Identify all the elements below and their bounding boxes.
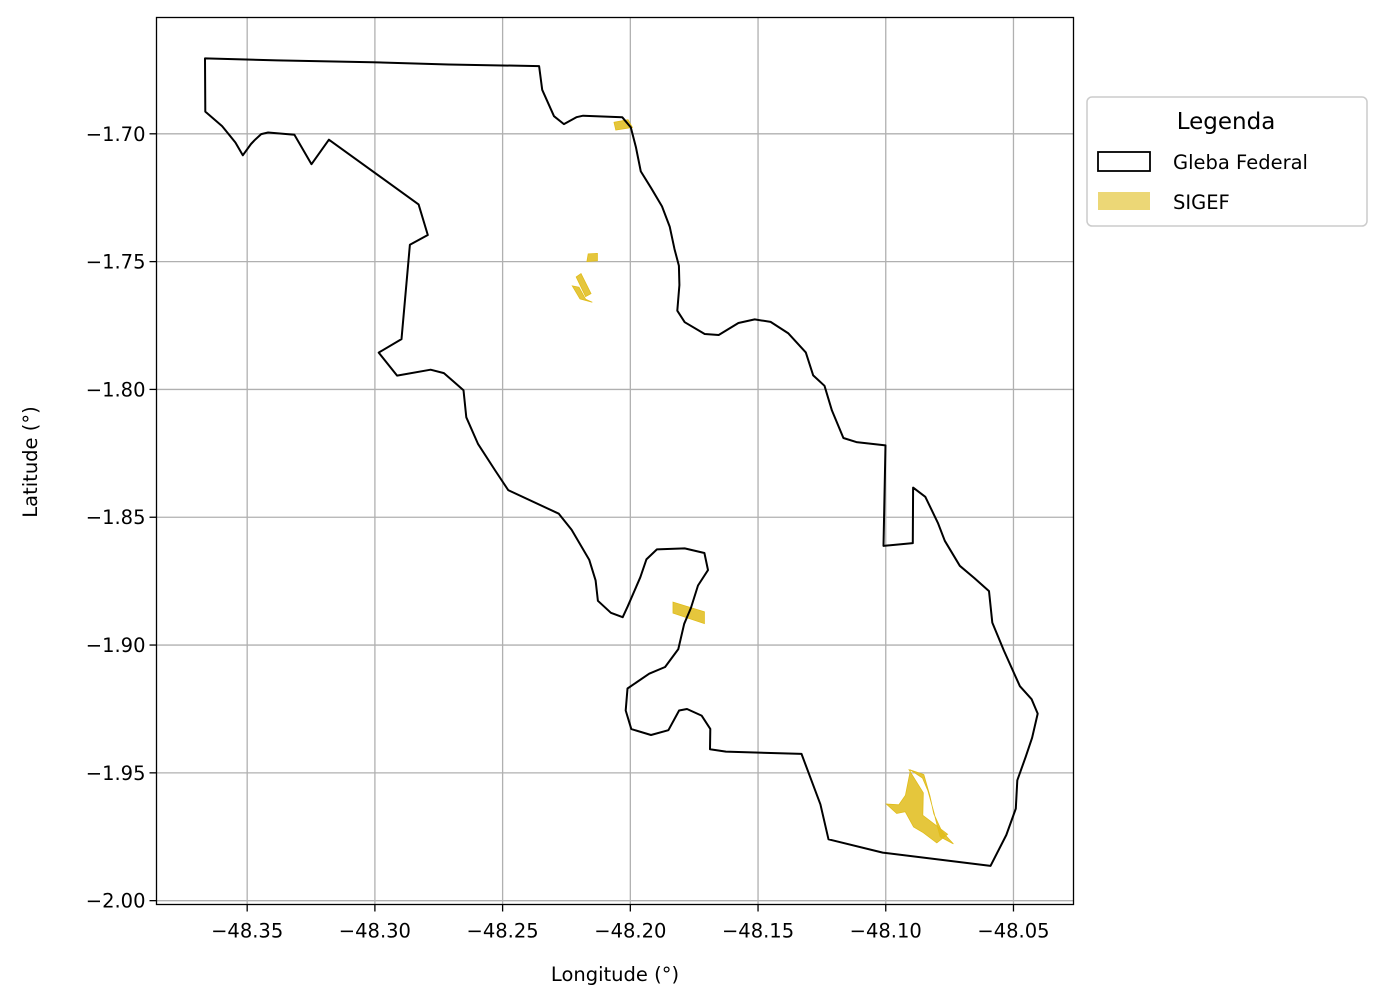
sigef-parcel [586,252,598,263]
y-axis-title: Latitude (°) [19,406,42,517]
y-axis-ticks: −1.70 −1.75 −1.80 −1.85 −1.90 −1.95 −2.00 [86,123,157,913]
grid-lines [156,17,1074,905]
x-tick-label: −48.15 [722,920,794,943]
y-tick-label: −1.85 [86,506,146,529]
sigef-parcel [910,769,954,845]
legend-swatch-sigef [1098,192,1150,210]
y-tick-label: −1.75 [86,251,146,274]
legend-box [1086,96,1368,227]
legend-title: Legenda [1177,109,1276,135]
legend-swatch-gleba [1097,151,1151,172]
sigef-parcel [575,273,592,298]
x-tick-label: −48.35 [211,920,283,943]
x-axis-ticks: −48.35 −48.30 −48.25 −48.20 −48.15 −48.10 −48.… [211,904,1050,943]
y-tick-label: −1.70 [86,123,146,146]
x-tick-label: −48.30 [339,920,411,943]
plot-frame [155,16,1075,906]
gleba-federal-outline [204,57,1039,867]
legend-label-gleba: Gleba Federal [1173,151,1308,174]
x-tick-label: −48.10 [850,920,922,943]
x-tick-label: −48.20 [594,920,666,943]
x-tick-label: −48.25 [467,920,539,943]
sigef-parcel [613,119,634,131]
y-tick-label: −1.80 [86,378,146,401]
x-tick-label: −48.05 [977,920,1049,943]
legend-label-sigef: SIGEF [1173,191,1230,214]
legend: Legenda Gleba Federal SIGEF [1086,96,1368,227]
sigef-parcel [571,285,593,303]
sigef-parcel [885,769,949,844]
y-tick-label: −2.00 [86,890,146,913]
y-tick-label: −1.90 [86,634,146,657]
y-tick-label: −1.95 [86,762,146,785]
x-axis-title: Longitude (°) [551,963,679,986]
